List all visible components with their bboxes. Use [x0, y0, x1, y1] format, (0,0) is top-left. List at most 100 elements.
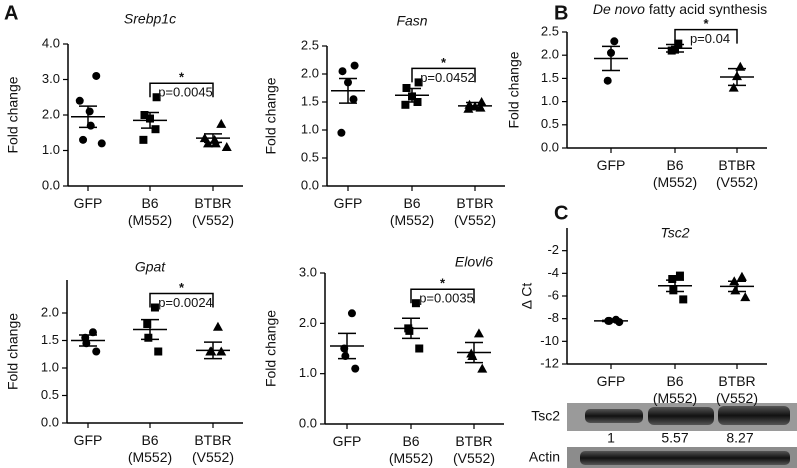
sem-bar: [402, 317, 420, 340]
blot-band: [648, 407, 714, 425]
significance-star: *: [703, 16, 709, 31]
sem-bar: [666, 43, 684, 53]
sem-bar: [79, 105, 97, 129]
y-tick-label: 3.0: [42, 71, 60, 86]
significance-bracket: [149, 292, 214, 308]
x-tick-label: BTBR (V552): [192, 432, 234, 465]
sem-bar: [666, 279, 684, 293]
y-tick-label: 2.5: [301, 37, 319, 52]
y-tick-label: 2.0: [41, 304, 59, 319]
y-tick-label: -12: [540, 355, 559, 370]
y-tick-label: 1.0: [541, 93, 559, 108]
x-tick-label: B6 (M552): [390, 195, 434, 228]
p-value: p=0.0035: [419, 291, 474, 306]
x-tick-label: GFP: [334, 195, 363, 211]
x-tick-label: BTBR (V552): [716, 373, 758, 406]
sem-bar: [204, 133, 222, 144]
x-tick-label: BTBR (V552): [454, 195, 496, 228]
x-tick-label: GFP: [597, 373, 626, 389]
x-tick-line: B6: [666, 157, 683, 173]
data-point: [401, 100, 410, 109]
data-point: [139, 135, 148, 144]
title-part: fatty acid synthesis: [645, 1, 767, 17]
data-point: [669, 286, 678, 295]
x-tick-label: GFP: [74, 195, 103, 211]
data-point: [675, 271, 684, 280]
data-point: [728, 82, 739, 92]
blot-band: [585, 409, 643, 423]
y-tick-label: 0.0: [42, 177, 60, 192]
x-tick-line: (M552): [389, 450, 433, 466]
title-part: De novo: [593, 1, 645, 17]
sem-bar: [79, 334, 97, 347]
data-point: [674, 39, 683, 48]
significance-bracket: [411, 67, 476, 83]
x-tick-line: (V552): [716, 174, 758, 190]
data-point: [405, 326, 414, 335]
data-point: [667, 46, 676, 55]
y-tick-label: 0.0: [299, 415, 317, 430]
y-tick-label: 2.0: [299, 315, 317, 330]
sem-bar: [466, 101, 484, 111]
x-tick-label: GFP: [597, 157, 626, 173]
data-point: [350, 61, 359, 70]
y-tick-label: -10: [540, 333, 559, 348]
data-point: [476, 97, 487, 106]
significance-bracket: [674, 28, 738, 44]
y-tick-label: -6: [547, 287, 559, 302]
x-tick-line: B6: [666, 373, 683, 389]
data-point: [140, 111, 149, 119]
data-point: [79, 135, 88, 144]
x-tick-line: (V552): [716, 390, 758, 406]
x-tick-line: GFP: [74, 432, 103, 448]
y-tick-label: 1.0: [299, 365, 317, 380]
x-tick-line: B6: [141, 195, 158, 211]
y-tick-label: 0.0: [301, 177, 319, 192]
sem-bar: [339, 77, 357, 104]
y-tick-label: 0.5: [41, 387, 59, 402]
x-tick-line: (M552): [653, 390, 697, 406]
x-tick-line: B6: [403, 195, 420, 211]
sem-bar: [602, 45, 620, 72]
x-tick-line: BTBR: [455, 433, 492, 449]
sem-bar: [728, 67, 746, 87]
y-tick-label: 4.0: [42, 35, 60, 50]
blot-quant: 1: [607, 430, 615, 446]
data-point: [473, 328, 484, 338]
blot-quant: 5.57: [661, 430, 688, 446]
x-tick-line: BTBR: [718, 157, 755, 173]
x-tick-line: GFP: [74, 195, 103, 211]
x-tick-label: BTBR (V552): [453, 433, 495, 466]
data-point: [610, 37, 619, 46]
x-tick-line: (V552): [192, 212, 234, 228]
significance-star: *: [441, 55, 447, 70]
data-point: [463, 103, 474, 113]
y-axis-label: Fold change: [5, 313, 21, 390]
data-point: [414, 78, 423, 87]
data-point: [150, 303, 159, 312]
x-tick-label: GFP: [74, 432, 103, 448]
p-value: p=0.04: [690, 31, 730, 46]
sem-bar: [141, 318, 159, 341]
data-point: [351, 364, 360, 373]
x-tick-line: BTBR: [718, 373, 755, 389]
x-tick-line: (M552): [128, 449, 172, 465]
blot-label: Tsc2: [531, 408, 560, 424]
x-tick-line: (V552): [453, 450, 495, 466]
data-point: [85, 107, 94, 116]
p-value: p=0.0024: [158, 295, 213, 310]
y-axis-label: Fold change: [263, 310, 279, 387]
sem-bar: [403, 87, 421, 103]
blot-label: Actin: [529, 449, 560, 465]
data-point: [477, 363, 488, 373]
panel-label: A: [4, 2, 18, 24]
y-tick-label: 2.0: [301, 65, 319, 80]
data-point: [349, 95, 358, 104]
data-point: [415, 344, 424, 353]
y-tick-label: 0.0: [541, 139, 559, 154]
x-tick-line: GFP: [334, 195, 363, 211]
sem-bar: [602, 319, 620, 323]
x-tick-line: GFP: [597, 373, 626, 389]
data-point: [154, 347, 163, 356]
